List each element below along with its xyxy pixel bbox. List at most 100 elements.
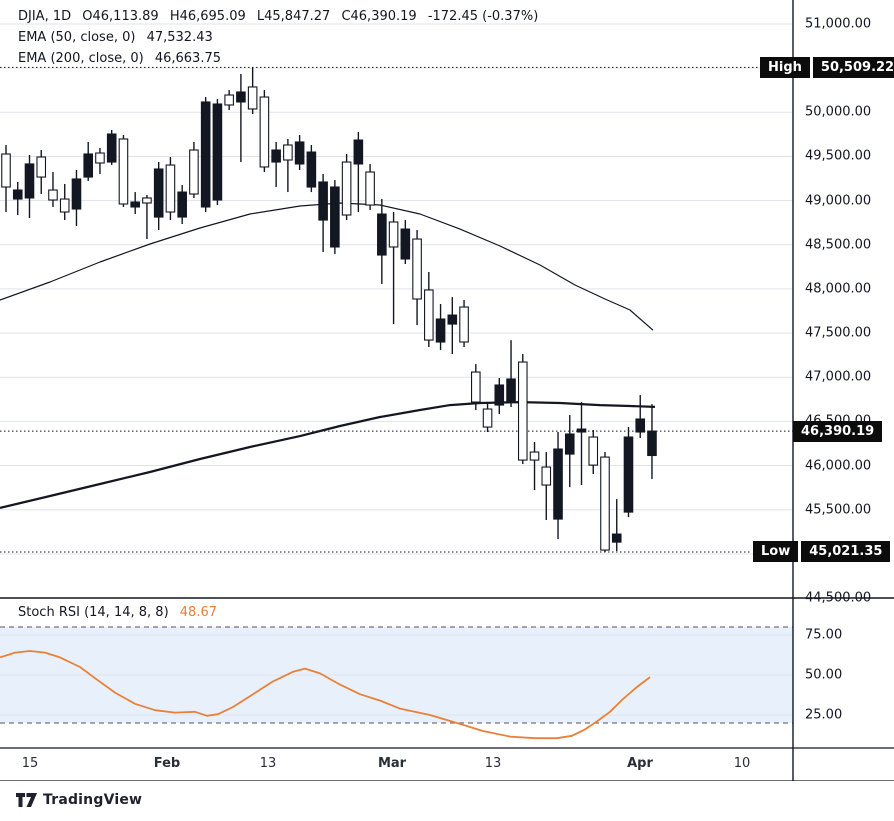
candle-body [470,371,481,403]
candle-body [12,189,23,200]
stoch-pane[interactable] [0,598,793,748]
candle-body [283,144,293,161]
symbol-name: DJIA, 1D [18,9,72,24]
price-axis-label: 47,000.00 [805,369,872,385]
candle-body [1,153,11,188]
candle-body [447,314,458,325]
stoch-value: 48.67 [179,605,217,620]
candle-body [529,451,540,461]
ema50-line [0,202,654,331]
price-pane[interactable] [0,0,793,598]
candle-body [553,448,563,520]
candle-body [623,436,634,513]
stoch-axis-label: 50.00 [805,667,843,683]
ema50-value: 47,532.43 [146,30,213,45]
last-badge-value: 46,390.19 [793,420,883,442]
candle-body [388,221,399,248]
candle-body [130,201,140,208]
last-price-badge: 46,390.19 [793,420,883,442]
ema200-label: EMA (200, close, 0) [18,51,144,66]
stoch-axis-label: 25.00 [805,707,843,723]
time-axis-label: 13 [259,756,277,771]
price-axis-label: 49,500.00 [805,148,872,164]
price-axis-label: 51,000.00 [805,16,872,32]
candle-body [200,101,211,208]
ohlc-low: L45,847.27 [256,9,331,24]
candle-body [377,213,387,256]
candle-body [400,228,411,260]
candle-body [294,141,305,165]
candle-body [541,466,552,486]
candle-body [24,163,35,199]
stoch-title: Stoch RSI (14, 14, 8, 8) [18,605,169,620]
time-axis-label: 10 [733,756,751,771]
tradingview-logo[interactable]: TradingView [16,792,142,808]
candle-body [635,418,646,433]
low-price-badge: Low 45,021.35 [753,541,891,563]
price-axis-label: 50,000.00 [805,104,872,120]
candle-body [95,152,105,164]
candle-body [412,238,422,300]
candle-body [611,533,622,543]
stoch-axis-label: 75.00 [805,627,843,643]
chart-canvas[interactable] [0,0,894,781]
high-price-badge: High 50,509.22 [760,56,894,78]
candle-body [189,149,199,195]
candle-body [259,96,270,168]
price-axis-label: 49,000.00 [805,193,872,209]
candle-body [341,161,352,216]
high-badge-label: High [760,56,810,78]
candle-body [165,164,176,213]
candle-body [459,306,469,343]
candle-body [48,189,58,201]
candle-body [106,133,117,163]
ema200-legend[interactable]: EMA (200, close, 0) 46,663.75 [18,51,228,66]
price-axis-label: 48,500.00 [805,237,872,253]
tradingview-logo-text: TradingView [43,792,143,808]
candle-body [59,198,70,213]
candle-body [212,103,223,201]
candle-body [482,408,493,428]
tradingview-logo-icon [16,792,37,807]
ohlc-high: H46,695.09 [169,9,246,24]
candle-body [271,149,281,163]
candle-body [330,186,340,248]
ema50-legend[interactable]: EMA (50, close, 0) 47,532.43 [18,30,220,45]
ema50-label: EMA (50, close, 0) [18,30,136,45]
candle-body [365,171,375,206]
time-axis-label: Feb [153,756,181,771]
candle-body [118,138,129,205]
time-axis-label: 15 [21,756,39,771]
price-axis-label: 45,500.00 [805,502,872,518]
candle-body [142,197,152,204]
candle-body [247,86,258,110]
time-axis-label: Mar [377,756,407,771]
candle-body [435,318,446,343]
candle-body [306,151,317,188]
price-axis-label: 44,500.00 [805,590,872,606]
candle-body [236,91,246,103]
ohlc-close: C46,390.19 [341,9,417,24]
candle-body [506,378,516,403]
low-badge-label: Low [753,541,799,563]
candle-body [71,178,82,210]
candle-body [318,181,328,221]
candle-body [177,191,187,218]
stoch-legend[interactable]: Stoch RSI (14, 14, 8, 8) 48.67 [18,605,224,620]
stoch-rsi-line [0,650,651,740]
candle-body [424,289,434,341]
ema200-line [0,401,656,509]
low-badge-value: 45,021.35 [801,541,891,563]
candle-body [36,156,47,178]
candle-body [353,139,364,165]
candle-body [224,94,234,106]
candle-body [564,433,575,455]
candle-body [83,153,94,178]
symbol-legend[interactable]: DJIA, 1D O46,113.89 H46,695.09 L45,847.2… [18,9,545,24]
price-axis-label: 47,500.00 [805,325,872,341]
candle-body [576,428,587,433]
candle-body [517,361,528,461]
candle-body [153,168,164,218]
price-axis-label: 46,000.00 [805,458,872,474]
